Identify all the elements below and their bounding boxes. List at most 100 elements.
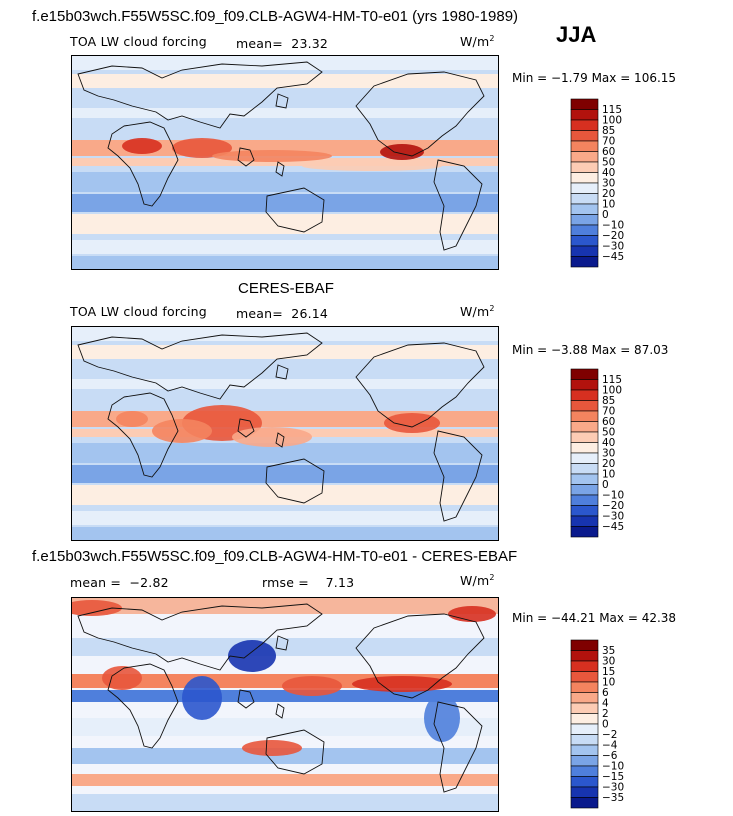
colorbar-swatch bbox=[570, 130, 599, 142]
colorbar-tick-label: −2 bbox=[602, 729, 617, 741]
colorbar-swatch bbox=[570, 119, 599, 131]
colorbar-swatch bbox=[570, 421, 599, 433]
colorbar-swatch bbox=[570, 431, 599, 443]
coastline bbox=[275, 635, 289, 651]
panel-3-mean-label: mean = bbox=[70, 575, 122, 590]
colorbar-swatch bbox=[570, 671, 599, 683]
panel-1-mean: mean= 23.32 bbox=[236, 36, 328, 51]
colorbar-tick-label: −10 bbox=[602, 220, 624, 232]
panel-3-minmax: Min = −44.21 Max = 42.38 bbox=[512, 611, 677, 625]
coastline bbox=[237, 147, 255, 167]
colorbar-swatch bbox=[570, 463, 599, 475]
colorbar-tick-label: 85 bbox=[602, 125, 615, 137]
colorbar-swatch bbox=[570, 639, 599, 651]
coastline bbox=[265, 729, 325, 775]
colorbar-tick-label: −30 bbox=[602, 511, 624, 523]
coastline bbox=[355, 342, 485, 428]
colorbar-tick-label: −15 bbox=[602, 771, 624, 783]
panel-2-units-base: W/m bbox=[460, 304, 490, 320]
coastline bbox=[77, 61, 323, 129]
colorbar-tick-label: 115 bbox=[602, 374, 622, 386]
panel-2-variable-label: TOA LW cloud forcing bbox=[70, 304, 207, 319]
panel-2-title: CERES-EBAF bbox=[238, 280, 334, 297]
colorbar-tick-label: 0 bbox=[602, 209, 609, 221]
panel-1-units-base: W/m bbox=[460, 34, 490, 50]
colorbar-swatch bbox=[570, 755, 599, 767]
panel-1-mean-value: 23.32 bbox=[291, 36, 329, 51]
colorbar-tick-label: 60 bbox=[602, 146, 615, 158]
colorbar-tick-label: 15 bbox=[602, 666, 615, 678]
coastline bbox=[275, 93, 289, 109]
colorbar-swatch bbox=[570, 224, 599, 236]
colorbar-swatch bbox=[570, 692, 599, 704]
panel-3-mean: mean = −2.82 bbox=[70, 575, 169, 590]
coastline bbox=[275, 364, 289, 380]
coastline bbox=[107, 121, 179, 207]
panel-3-colorbar: 35 30 15 10 6 4 2 0 −2 −4 −6 −10 −15 −30 −35 bbox=[570, 639, 651, 809]
colorbar-tick-label: 0 bbox=[602, 479, 609, 491]
colorbar-swatch bbox=[570, 452, 599, 464]
panel-3-title: f.e15b03wch.F55W5SC.f09_f09.CLB-AGW4-HM-… bbox=[32, 548, 518, 565]
panel-3-units: W/m2 bbox=[460, 573, 495, 588]
colorbar-tick-label: −30 bbox=[602, 241, 624, 253]
colorbar-tick-label: 20 bbox=[602, 188, 615, 200]
panel-3-units-exp: 2 bbox=[489, 573, 495, 582]
colorbar-tick-label: −30 bbox=[602, 782, 624, 794]
colorbar-tick-label: −45 bbox=[602, 521, 624, 533]
colorbar-swatch bbox=[570, 713, 599, 725]
colorbar-tick-label: 30 bbox=[602, 178, 615, 190]
coastline bbox=[355, 613, 485, 699]
panel-2-colorbar: 115 100 85 70 60 50 40 30 20 10 0 −10 −20 −30 −45 bbox=[570, 368, 651, 538]
panel-2-minmax: Min = −3.88 Max = 87.03 bbox=[512, 343, 669, 357]
panel-3-rmse: rmse = 7.13 bbox=[262, 575, 354, 590]
coastline bbox=[237, 689, 255, 709]
panel-1-minmax: Min = −1.79 Max = 106.15 bbox=[512, 71, 677, 85]
colorbar-swatch bbox=[570, 442, 599, 454]
colorbar-tick-label: 70 bbox=[602, 136, 615, 148]
colorbar-swatch bbox=[570, 193, 599, 205]
colorbar-swatch bbox=[570, 400, 599, 412]
colorbar-tick-label: 10 bbox=[602, 469, 615, 481]
colorbar-tick-label: 40 bbox=[602, 167, 615, 179]
coastline bbox=[355, 71, 485, 157]
panel-2-mean-label: mean= bbox=[236, 306, 283, 321]
colorbar-tick-label: −10 bbox=[602, 490, 624, 502]
colorbar-tick-label: 30 bbox=[602, 448, 615, 460]
colorbar-swatch bbox=[570, 526, 599, 538]
colorbar-tick-label: 60 bbox=[602, 416, 615, 428]
colorbar-swatch bbox=[570, 410, 599, 422]
colorbar-swatch bbox=[570, 172, 599, 184]
colorbar-tick-label: 30 bbox=[602, 656, 615, 668]
colorbar-swatch bbox=[570, 214, 599, 226]
colorbar-swatch bbox=[570, 776, 599, 788]
panel-2-units: W/m2 bbox=[460, 304, 495, 319]
panel-1-units-exp: 2 bbox=[489, 34, 495, 43]
colorbar-tick-label: 10 bbox=[602, 677, 615, 689]
colorbar-swatch bbox=[570, 723, 599, 735]
panel-2-mean-value: 26.14 bbox=[291, 306, 329, 321]
coastline bbox=[107, 663, 179, 749]
colorbar-swatch bbox=[570, 515, 599, 527]
colorbar-swatch bbox=[570, 389, 599, 401]
panel-3-units-base: W/m bbox=[460, 573, 490, 589]
panel-1-variable-label: TOA LW cloud forcing bbox=[70, 34, 207, 49]
panel-3-rmse-value: 7.13 bbox=[325, 575, 355, 590]
colorbar-swatch bbox=[570, 494, 599, 506]
colorbar-swatch bbox=[570, 161, 599, 173]
colorbar-swatch bbox=[570, 734, 599, 746]
panel-2-units-exp: 2 bbox=[489, 304, 495, 313]
colorbar-tick-label: −35 bbox=[602, 792, 624, 804]
coastline bbox=[237, 418, 255, 438]
colorbar-tick-label: 70 bbox=[602, 406, 615, 418]
colorbar-tick-label: −20 bbox=[602, 230, 624, 242]
panel-1-units: W/m2 bbox=[460, 34, 495, 49]
colorbar-tick-label: −20 bbox=[602, 500, 624, 512]
season-label: JJA bbox=[556, 22, 597, 47]
colorbar-swatch bbox=[570, 368, 599, 380]
colorbar-swatch bbox=[570, 744, 599, 756]
coastline bbox=[275, 161, 285, 177]
colorbar-tick-label: 50 bbox=[602, 157, 615, 169]
panel-2-map bbox=[71, 326, 499, 541]
panel-3-map bbox=[71, 597, 499, 812]
colorbar-tick-label: 20 bbox=[602, 458, 615, 470]
